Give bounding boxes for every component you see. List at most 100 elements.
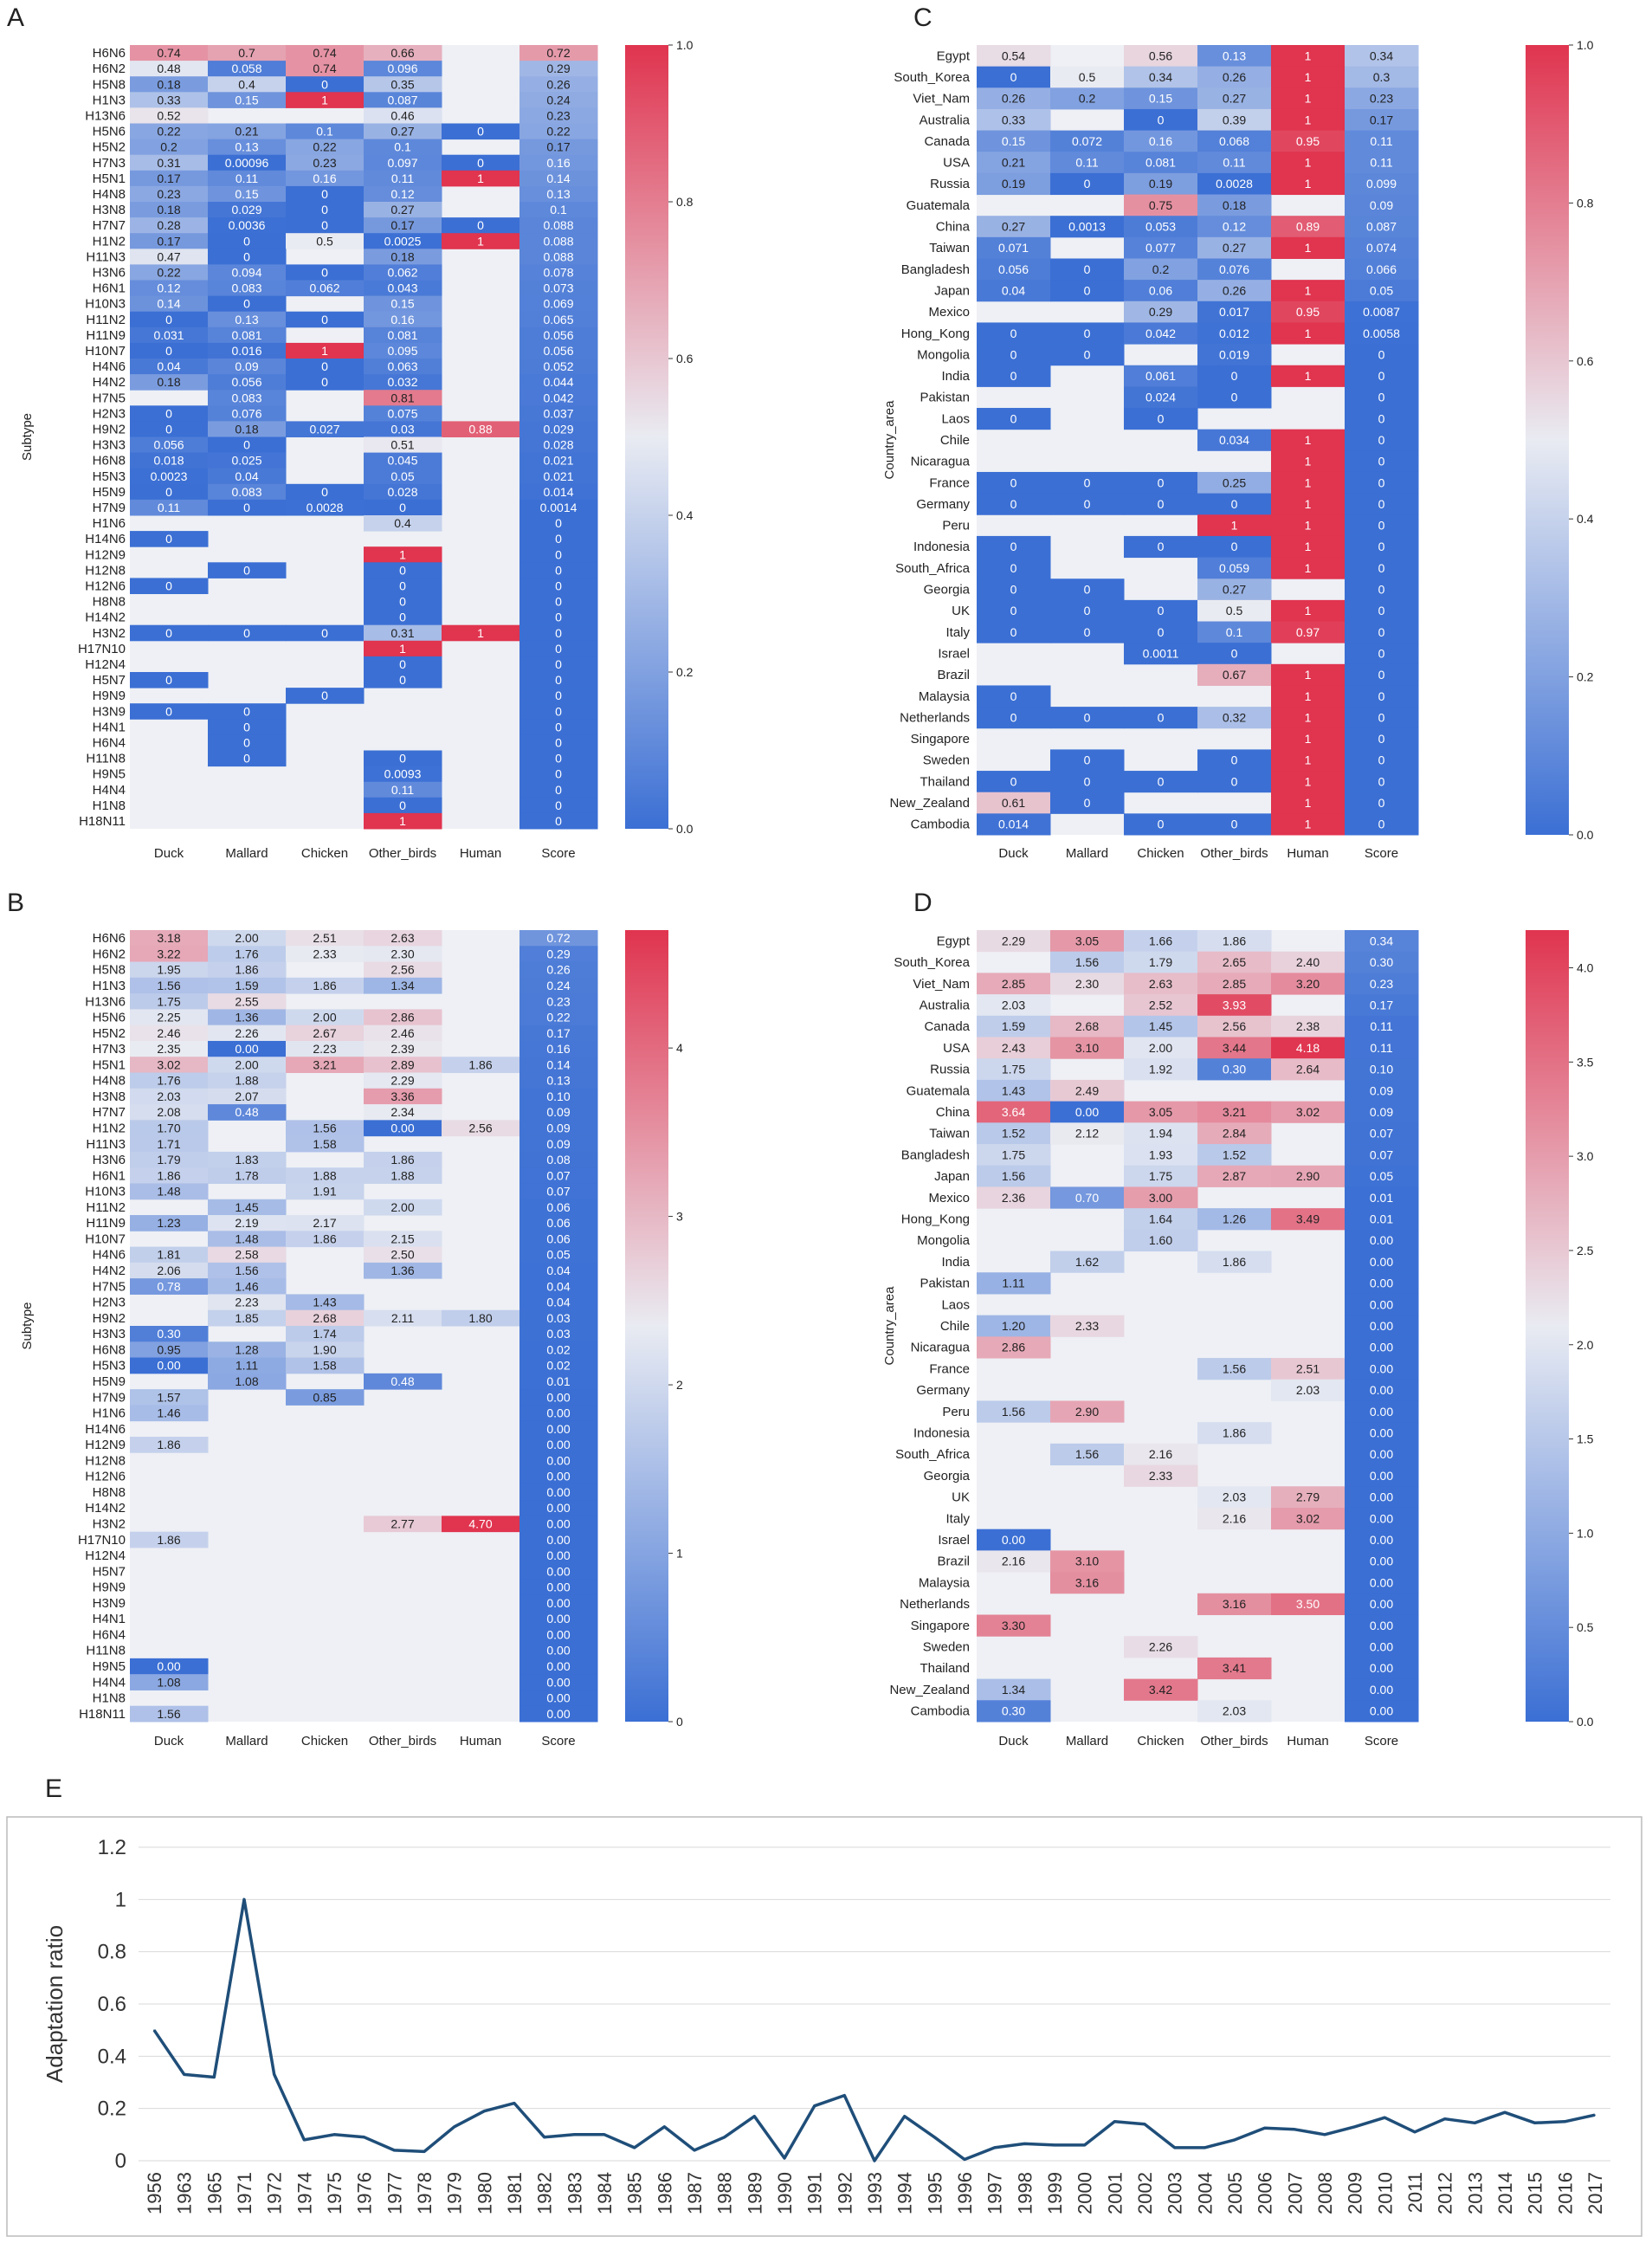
heatmap-cell [208,342,287,359]
heatmap-cell [977,152,1051,174]
cell-value: 0 [1158,497,1165,511]
cell-value: 0 [399,611,406,624]
row-label: H1N6 [93,516,126,531]
data-point [603,2134,605,2136]
heatmap-cell [1124,45,1198,68]
row-label: H12N8 [85,563,126,578]
cell-value: 2.26 [1149,1640,1172,1654]
cell-value: 0.031 [153,328,184,342]
heatmap-cell [1197,87,1272,110]
cell-value: 0 [1010,689,1017,703]
cell-value: 1.86 [235,963,258,977]
heatmap-cell [1345,792,1419,814]
cell-value: 0.00 [546,1564,570,1578]
heatmap-cell [208,624,287,642]
cell-value: 0.23 [313,156,336,170]
panel-letter: E [45,1774,62,1803]
heatmap-cell [1271,514,1345,537]
cell-value: 0 [1378,433,1385,447]
cell-value: 0.47 [157,249,180,263]
heatmap-cell [1197,258,1272,281]
cell-value: 0.00 [1370,1490,1393,1504]
data-point [1474,2122,1476,2124]
heatmap-cell [1345,1165,1419,1187]
heatmap-cell [1197,45,1272,68]
cell-value: 1.81 [157,1248,180,1262]
row-label: Pakistan [920,391,970,405]
heatmap-cell [130,405,209,422]
cell-value: 0 [1231,818,1238,831]
cell-value: 0.24 [546,93,570,107]
heatmap-cell [977,45,1051,68]
heatmap-cell [1345,429,1419,451]
cell-value: 3.10 [1075,1555,1099,1568]
heatmap-cell [208,1088,287,1105]
heatmap-cell [130,1025,209,1042]
row-label: H9N9 [93,1580,126,1595]
cell-value: 2.03 [1296,1383,1320,1397]
heatmap-cell [1050,1101,1125,1123]
x-tick-label: 2007 [1284,2172,1306,2214]
heatmap-cell [1197,663,1272,686]
heatmap-cell [208,734,287,751]
row-label: H5N9 [93,485,126,500]
cell-value: 0.0087 [1363,305,1400,319]
heatmap-cell [519,1326,598,1342]
cell-value: 0.00 [1370,1405,1393,1419]
row-label: H4N4 [93,1675,126,1690]
data-point [813,2104,816,2107]
heatmap-cell [208,45,287,61]
cell-value: 0.071 [998,241,1029,255]
cell-value: 1.92 [1149,1063,1172,1076]
heatmap-cell [364,202,442,218]
heatmap-cell [130,1088,209,1105]
cell-value: 3.05 [1149,1105,1172,1119]
cell-value: 0.00 [546,1580,570,1594]
heatmap-cell [364,546,442,563]
cell-value: 1 [1305,689,1312,703]
cell-value: 0 [1378,625,1385,639]
cell-value: 0 [243,704,250,718]
heatmap-cell [130,1278,209,1295]
cell-value: 3.30 [1002,1619,1025,1632]
heatmap-cell [977,1165,1051,1187]
heatmap-cell [364,672,442,688]
heatmap-cell [1345,599,1419,623]
heatmap-cell [208,562,287,579]
cell-value: 0.059 [1219,561,1249,575]
heatmap-cell [1124,258,1198,281]
heatmap-cell [286,930,365,947]
heatmap-cell [977,66,1051,88]
cell-value: 0.75 [1149,198,1172,212]
series-line [152,1897,1596,2162]
data-point [1144,2123,1145,2125]
colorbar-tick-label: 0.0 [1577,1715,1594,1729]
heatmap-cell [519,1040,598,1057]
heatmap-cell [208,1357,287,1374]
cell-value: 1 [1305,369,1312,383]
column-label: Score [1365,846,1398,861]
heatmap-cell [364,977,442,994]
cell-value: 0.25 [1223,475,1246,489]
cell-value: 1 [1305,475,1312,489]
heatmap-cell [977,1272,1051,1295]
heatmap-cell [1271,557,1345,579]
cell-value: 0.00 [390,1122,414,1135]
row-label: H6N4 [93,735,126,750]
cell-value: 1.86 [1223,1426,1246,1440]
cell-value: 0.11 [1370,1041,1392,1055]
y-tick-label: 1 [115,1888,126,1911]
cell-value: 0 [243,249,250,263]
cell-value: 0.044 [543,375,573,389]
heatmap-cell [1345,1507,1419,1530]
cell-value: 1.58 [313,1137,336,1151]
cell-value: 0.037 [543,406,573,420]
colorbar-tick-label: 0.5 [1577,1620,1594,1634]
heatmap-cell [1050,1037,1125,1059]
cell-value: 0 [399,501,406,514]
cell-value: 2.08 [157,1105,180,1119]
panel-letter: A [7,3,24,32]
heatmap-cell [1345,1550,1419,1573]
heatmap-cell [364,1088,442,1105]
row-label: H5N3 [93,469,126,484]
